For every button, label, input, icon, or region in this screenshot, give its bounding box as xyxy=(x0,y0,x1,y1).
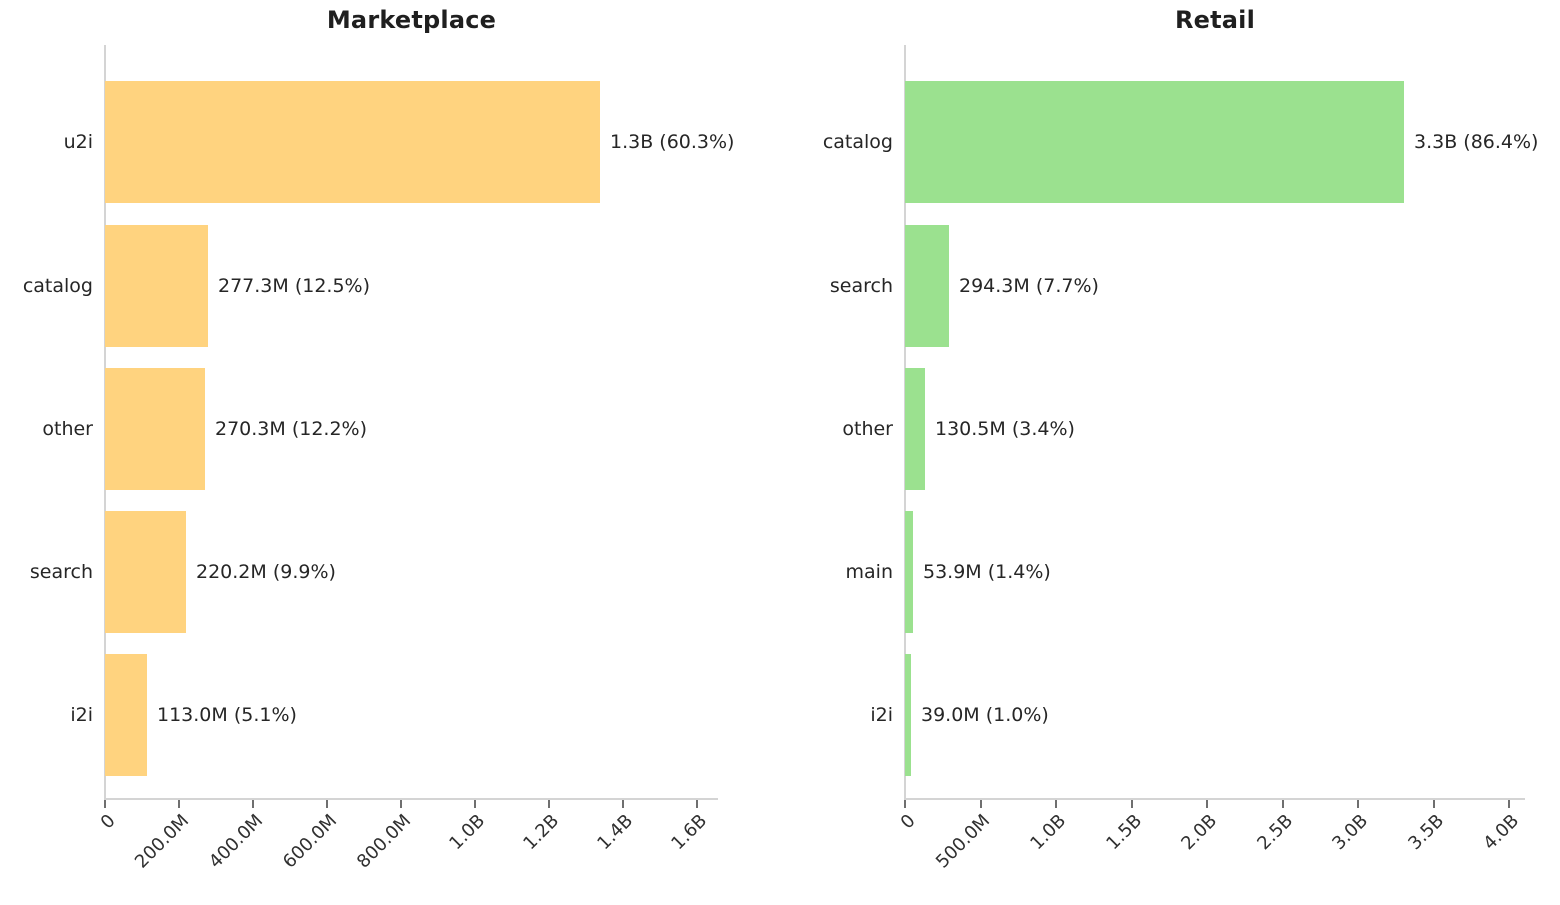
bar-value-label: 277.3M (12.5%) xyxy=(218,274,371,297)
x-tick-label: 3.0B xyxy=(1328,810,1373,855)
x-tick-mark xyxy=(1055,800,1057,808)
x-tick-label: 2.0B xyxy=(1177,810,1222,855)
x-tick-label: 2.5B xyxy=(1252,810,1297,855)
bar-value-label: 220.2M (9.9%) xyxy=(196,561,336,583)
bar xyxy=(105,511,186,633)
x-tick-mark xyxy=(474,800,476,808)
x-tick-label: 1.4B xyxy=(593,810,638,855)
bar xyxy=(105,654,147,777)
x-tick-label: 4.0B xyxy=(1479,810,1524,855)
x-tick-mark xyxy=(1432,800,1435,808)
x-tick-mark xyxy=(1508,800,1510,808)
x-tick-mark xyxy=(252,800,254,808)
x-tick-mark xyxy=(178,800,180,808)
x-tick-mark xyxy=(1206,800,1208,808)
x-tick-mark xyxy=(904,800,906,808)
bar-value-label: 3.3B (86.4%) xyxy=(1414,131,1539,153)
x-tick-mark xyxy=(326,800,328,808)
x-tick-label: 600.0M xyxy=(278,810,342,873)
category-label: other xyxy=(42,417,93,440)
category-label: catalog xyxy=(22,274,93,297)
x-tick-mark xyxy=(104,800,106,808)
bar xyxy=(905,367,925,490)
category-label: catalog xyxy=(822,131,893,153)
x-tick-mark xyxy=(1130,800,1133,808)
bar xyxy=(105,81,600,203)
chart-title: Marketplace xyxy=(326,6,497,34)
x-tick-label: 1.0B xyxy=(445,810,490,855)
bar-value-label: 294.3M (7.7%) xyxy=(959,274,1099,297)
x-tick-label: 0 xyxy=(96,810,120,834)
x-axis-line xyxy=(904,798,1525,800)
bar xyxy=(905,81,1404,203)
bar xyxy=(905,654,911,777)
x-tick-mark xyxy=(979,800,982,808)
category-label: search xyxy=(829,274,893,297)
x-tick-label: 1.5B xyxy=(1101,810,1146,855)
x-tick-label: 1.2B xyxy=(519,810,564,855)
bar-value-label: 270.3M (12.2%) xyxy=(215,417,368,440)
category-label: main xyxy=(845,561,893,583)
bar xyxy=(905,224,949,347)
bar xyxy=(105,367,205,490)
x-tick-mark xyxy=(548,800,550,808)
x-tick-label: 3.5B xyxy=(1403,810,1448,855)
x-tick-label: 1.6B xyxy=(667,810,712,855)
x-tick-mark xyxy=(696,800,698,808)
bar-value-label: 130.5M (3.4%) xyxy=(935,417,1075,440)
bar xyxy=(105,224,208,347)
x-tick-mark xyxy=(622,800,624,808)
plot-area: catalog 3.3B (86.4%) search 294.3M (7.7%) ot… xyxy=(780,0,1560,905)
chart-marketplace: Marketplace u2i 1.3B (60.3%) catalog 277.3M… xyxy=(22,6,735,873)
bar-value-label: 39.0M (1.0%) xyxy=(921,704,1049,727)
x-tick-label: 0 xyxy=(896,810,920,834)
x-tick-mark xyxy=(400,800,402,808)
bar-value-label: 1.3B (60.3%) xyxy=(610,131,735,153)
x-tick-mark xyxy=(1281,800,1284,808)
x-tick-label: 400.0M xyxy=(204,810,268,873)
chart-title: Retail xyxy=(1174,6,1256,34)
category-label: i2i xyxy=(870,704,893,727)
category-label: i2i xyxy=(70,704,93,727)
category-label: other xyxy=(842,417,893,440)
category-label: search xyxy=(29,561,93,583)
chart-retail: Retail catalog 3.3B (86.4%) search 294.3M (… xyxy=(780,0,1560,905)
x-tick-label: 1.0B xyxy=(1026,810,1071,855)
x-tick-label: 500.0M xyxy=(932,810,995,873)
bar-value-label: 113.0M (5.1%) xyxy=(157,704,297,727)
x-axis-line xyxy=(104,798,718,800)
category-label: u2i xyxy=(63,131,93,153)
x-tick-label: 800.0M xyxy=(352,810,416,873)
plot-area: u2i 1.3B (60.3%) catalog 277.3M (12.5%) othe… xyxy=(22,45,735,873)
bar xyxy=(905,511,913,633)
x-tick-mark xyxy=(1357,800,1359,808)
x-tick-label: 200.0M xyxy=(130,810,194,873)
bar-value-label: 53.9M (1.4%) xyxy=(923,561,1051,583)
